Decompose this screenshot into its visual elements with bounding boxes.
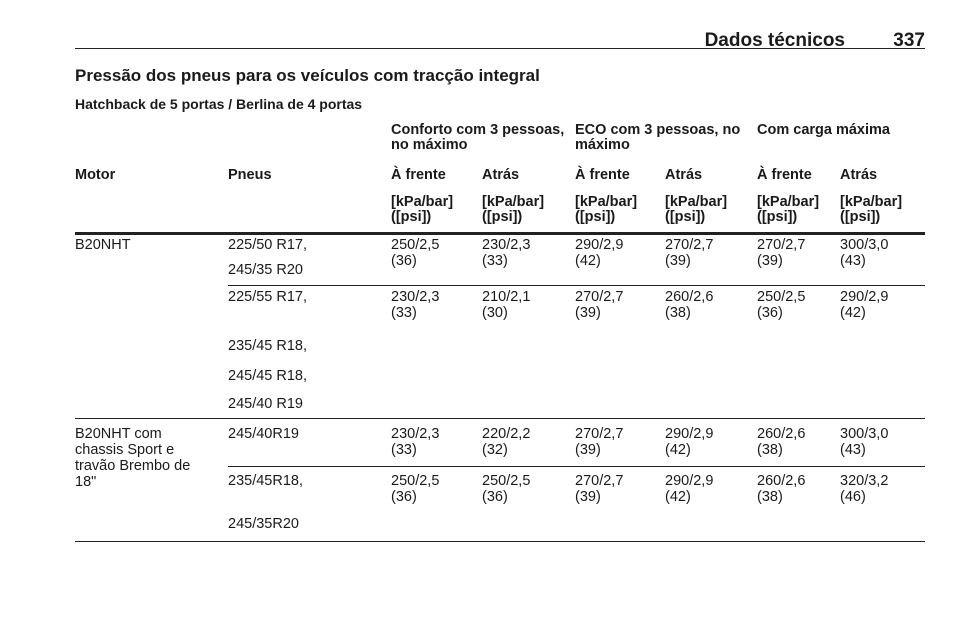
column-header: Motor [75,167,116,183]
pressure: (46) [840,489,866,505]
pressure: 250/2,5 [391,473,440,489]
pressure: (39) [575,489,601,505]
pressure: 210/2,1 [482,289,531,305]
pressure: 300/3,0 [840,237,889,253]
group-header: máximo [575,137,630,153]
pressure: 270/2,7 [665,237,714,253]
pressure: 290/2,9 [665,426,714,442]
column-header: À frente [391,167,446,183]
pressure: (39) [757,253,783,269]
section-title: Dados técnicos [704,30,845,51]
tyre-size: 245/35 R20 [228,262,303,278]
rule [75,418,925,419]
rule [228,466,925,467]
column-header: Pneus [228,167,272,183]
group-header: Com carga máxima [757,122,890,138]
motor: B20NHT com [75,426,162,442]
pressure: (38) [757,489,783,505]
pressure: 290/2,9 [840,289,889,305]
tyre-size: 235/45R18, [228,473,303,489]
pressure: (42) [665,442,691,458]
column-header: Atrás [482,167,520,183]
pressure: 250/2,5 [391,237,440,253]
tyre-size: 245/45 R18, [228,368,308,384]
column-header: À frente [575,167,630,183]
unit-header: ([psi]) [840,209,881,225]
pressure: 320/3,2 [840,473,889,489]
unit-header: ([psi]) [575,209,616,225]
tyre-size: 225/50 R17, [228,237,308,253]
group-header: no máximo [391,137,468,153]
pressure: 250/2,5 [482,473,531,489]
pressure: 290/2,9 [575,237,624,253]
pressure: (36) [482,489,508,505]
pressure: 220/2,2 [482,426,531,442]
pressure: (38) [665,305,691,321]
pressure: 260/2,6 [757,473,806,489]
column-header: À frente [757,167,812,183]
unit-header: [kPa/bar] [575,194,638,210]
group-header: ECO com 3 pessoas, no [575,122,741,138]
rule [75,232,925,235]
motor: B20NHT [75,237,131,253]
page-number: 337 [893,30,925,51]
pressure: 230/2,3 [482,237,531,253]
tyre-size: 225/55 R17, [228,289,308,305]
pressure: (36) [391,489,417,505]
pressure: 270/2,7 [575,426,624,442]
pressure: (39) [575,442,601,458]
pressure: (33) [391,442,417,458]
pressure: (39) [575,305,601,321]
unit-header: [kPa/bar] [757,194,820,210]
unit-header: ([psi]) [665,209,706,225]
pressure: 300/3,0 [840,426,889,442]
pressure: (36) [757,305,783,321]
pressure: (42) [840,305,866,321]
pressure: 230/2,3 [391,426,440,442]
tyre-size: 245/40 R19 [228,396,303,412]
pressure: (42) [575,253,601,269]
rule [75,48,925,49]
tyre-size: 235/45 R18, [228,338,308,354]
pressure: 260/2,6 [757,426,806,442]
pressure: 260/2,6 [665,289,714,305]
pressure: (33) [482,253,508,269]
pressure: 270/2,7 [575,289,624,305]
pressure: (32) [482,442,508,458]
pressure: 270/2,7 [575,473,624,489]
unit-header: [kPa/bar] [665,194,728,210]
unit-header: ([psi]) [757,209,798,225]
motor: travão Brembo de [75,458,191,474]
group-header: Conforto com 3 pessoas, [391,122,565,138]
pressure: (42) [665,489,691,505]
motor: chassis Sport e [75,442,175,458]
unit-header: ([psi]) [391,209,432,225]
unit-header: [kPa/bar] [840,194,903,210]
pressure: 250/2,5 [757,289,806,305]
rule [75,541,925,542]
pressure: (33) [391,305,417,321]
subtitle: Hatchback de 5 portas / Berlina de 4 por… [75,96,363,112]
column-header: Atrás [665,167,703,183]
motor: 18" [75,474,97,490]
tyre-size: 245/40R19 [228,426,299,442]
pressure: (39) [665,253,691,269]
pressure: 290/2,9 [665,473,714,489]
title: Pressão dos pneus para os veículos com t… [75,66,540,85]
pressure: (38) [757,442,783,458]
pressure: 230/2,3 [391,289,440,305]
rule [228,285,925,286]
unit-header: [kPa/bar] [482,194,545,210]
pressure: (36) [391,253,417,269]
tyre-size: 245/35R20 [228,516,299,532]
pressure: (43) [840,442,866,458]
pressure: (30) [482,305,508,321]
unit-header: [kPa/bar] [391,194,454,210]
pressure: 270/2,7 [757,237,806,253]
column-header: Atrás [840,167,878,183]
pressure: (43) [840,253,866,269]
unit-header: ([psi]) [482,209,523,225]
